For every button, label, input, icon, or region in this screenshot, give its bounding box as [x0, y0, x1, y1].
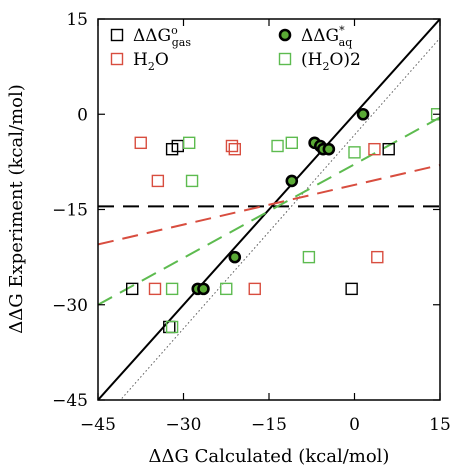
solid-line-0	[98, 19, 440, 400]
point-h2o-2	[165, 282, 179, 296]
x-tick-label: −15	[251, 415, 287, 435]
point-h2o	[371, 250, 384, 264]
legend-label: H2O	[133, 50, 169, 73]
x-tick-label: 0	[349, 415, 360, 435]
tick-labels: −45 −30 −15 0 15 −45 −30 −15 0 15	[52, 10, 451, 435]
point-h2o-2	[285, 136, 298, 150]
point-g-aq	[228, 250, 242, 264]
legend-label: (H2O)2	[301, 50, 361, 73]
dashed-line-3	[98, 164, 440, 246]
point-g-aq	[197, 282, 210, 296]
legend-marker	[110, 52, 124, 66]
x-tick-label: −45	[80, 415, 116, 435]
x-tick-label: −30	[166, 415, 202, 435]
point-g-gas	[163, 320, 176, 334]
axis-ticks	[97, 18, 441, 401]
point-h2o	[134, 136, 147, 150]
point-h2o	[248, 282, 261, 296]
point-h2o-2	[271, 139, 284, 153]
point-h2o-2	[302, 250, 316, 264]
dashed-line-4	[98, 116, 440, 306]
point-h2o-2	[220, 282, 233, 296]
point-h2o-2	[430, 108, 440, 121]
y-tick-label: −15	[52, 201, 88, 221]
point-g-gas	[125, 282, 139, 296]
point-g-gas	[382, 142, 395, 156]
point-h2o	[368, 142, 381, 156]
legend-item-g-aq: ΔΔG* aq	[278, 24, 352, 49]
point-h2o	[151, 174, 165, 188]
legend-marker	[110, 28, 124, 42]
point-g-aq	[356, 107, 370, 121]
point-h2o	[148, 282, 162, 296]
point-h2o-2	[182, 136, 196, 150]
legend-marker	[278, 52, 292, 66]
y-tick-label: −30	[52, 296, 88, 316]
point-g-gas	[345, 282, 358, 296]
point-g-aq	[285, 174, 299, 188]
point-h2o-2	[348, 146, 361, 159]
legend-item-h2o-2: (H2O)2	[278, 50, 361, 73]
legend-label: ΔΔGo gas	[133, 24, 191, 49]
x-tick-label: 15	[429, 415, 451, 435]
y-tick-label: 15	[66, 10, 88, 30]
reference-lines	[98, 19, 440, 400]
point-g-gas	[165, 142, 179, 156]
data-points	[125, 107, 440, 334]
point-h2o	[228, 142, 242, 156]
x-axis-label: ΔΔG Calculated (kcal/mol)	[149, 446, 390, 467]
legend-marker	[278, 28, 292, 42]
y-tick-label: 0	[77, 105, 88, 125]
legend-item-g-gas: ΔΔGo gas	[110, 24, 191, 49]
y-axis-label: ΔΔG Experiment (kcal/mol)	[6, 84, 27, 333]
point-h2o	[225, 139, 239, 153]
point-h2o-2	[185, 174, 199, 188]
point-g-aq	[322, 142, 336, 156]
legend: ΔΔGo gas ΔΔG* aq H2O (H2O)2	[110, 24, 361, 73]
legend-item-h2o: H2O	[110, 50, 169, 73]
y-tick-label: −45	[52, 391, 88, 411]
legend-label: ΔΔG* aq	[301, 24, 352, 49]
point-h2o-2	[165, 320, 179, 334]
